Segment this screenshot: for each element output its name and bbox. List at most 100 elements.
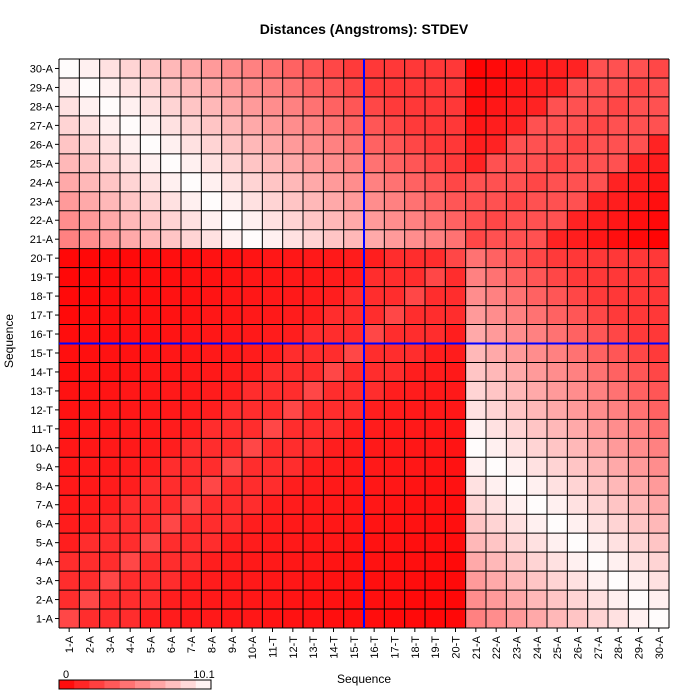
heatmap-cell-1-A-19-T — [425, 609, 446, 629]
heatmap-cell-11-T-24-A — [526, 419, 548, 439]
heatmap-cell-16-T-10-A — [242, 324, 263, 344]
heatmap-cell-11-T-2-A — [79, 419, 100, 439]
heatmap-cell-18-T-15-T — [343, 286, 365, 306]
heatmap-cell-5-A-26-A — [567, 533, 588, 553]
heatmap-cell-6-A-4-A — [120, 514, 141, 534]
heatmap-cell-12-T-19-T — [425, 400, 446, 420]
heatmap-cell-21-A-20-T — [445, 229, 466, 249]
heatmap-cell-24-A-19-T — [425, 172, 446, 193]
heatmap-cell-19-T-6-A — [160, 267, 182, 287]
heatmap-cell-3-A-16-T — [364, 571, 385, 591]
heatmap-cell-12-T-22-A — [486, 400, 507, 420]
heatmap-cell-13-T-25-A — [547, 381, 568, 401]
y-tick-labels: 1-A 2-A 3-A 4-A 5-A 6-A 7-A 8-A 9-A 10-A 11-T 12-T 1… — [30, 63, 59, 626]
heatmap-cell-7-A-8-A — [201, 495, 222, 515]
heatmap-cell-8-A-9-A — [221, 476, 243, 496]
heatmap-cell-19-T-5-A — [140, 267, 161, 287]
heatmap-cell-22-A-30-A — [648, 210, 670, 230]
heatmap-cell-26-A-9-A — [221, 134, 243, 155]
heatmap-cell-4-A-24-A — [526, 552, 548, 572]
heatmap-cell-28-A-18-T — [404, 96, 426, 117]
heatmap-cell-24-A-16-T — [364, 172, 385, 193]
heatmap-cell-16-T-28-A — [608, 324, 629, 344]
y-axis-label: Sequence — [2, 314, 16, 368]
heatmap-cell-5-A-14-T — [323, 533, 344, 553]
heatmap-cell-4-A-28-A — [608, 552, 629, 572]
heatmap-cell-6-A-15-T — [343, 514, 365, 534]
heatmap-cell-26-A-2-A — [79, 134, 100, 155]
heatmap-cell-15-T-6-A — [160, 343, 182, 363]
heatmap-cell-6-A-7-A — [181, 514, 202, 534]
heatmap-cell-26-A-10-A — [242, 134, 263, 155]
heatmap-cell-29-A-14-T — [323, 77, 344, 98]
heatmap-cell-1-A-11-T — [262, 609, 283, 629]
heatmap-cell-2-A-29-A — [628, 590, 649, 610]
heatmap-cell-1-A-4-A — [120, 609, 141, 629]
heatmap-cell-7-A-5-A — [140, 495, 161, 515]
heatmap-cell-29-A-30-A — [648, 77, 670, 98]
heatmap-cell-18-T-24-A — [526, 286, 548, 306]
heatmap-cell-19-T-2-A — [79, 267, 100, 287]
heatmap-cell-1-A-18-T — [404, 609, 426, 629]
heatmap-cell-10-A-24-A — [526, 438, 548, 458]
heatmap-cell-14-T-22-A — [486, 362, 507, 382]
heatmap-cell-22-A-24-A — [526, 210, 548, 230]
heatmap-cell-18-T-7-A — [181, 286, 202, 306]
heatmap-cell-2-A-16-T — [364, 590, 385, 610]
heatmap-cell-1-A-30-A — [648, 609, 670, 629]
heatmap-cell-9-A-29-A — [628, 457, 649, 477]
legend-swatch — [89, 680, 105, 689]
heatmap-cell-29-A-1-A — [59, 77, 80, 98]
heatmap-cell-9-A-17-T — [384, 457, 405, 477]
heatmap-cell-24-A-1-A — [59, 172, 80, 193]
heatmap-cell-12-T-25-A — [547, 400, 568, 420]
heatmap-cell-19-T-25-A — [547, 267, 568, 287]
heatmap-cell-26-A-17-T — [384, 134, 405, 155]
heatmap-cell-4-A-27-A — [587, 552, 609, 572]
heatmap-cell-24-A-15-T — [343, 172, 365, 193]
heatmap-cell-9-A-28-A — [608, 457, 629, 477]
heatmap-cell-2-A-21-A — [465, 590, 487, 610]
heatmap-cell-1-A-15-T — [343, 609, 365, 629]
heatmap-cell-3-A-28-A — [608, 571, 629, 591]
heatmap-cell-21-A-19-T — [425, 229, 446, 249]
heatmap-cell-29-A-17-T — [384, 77, 405, 98]
heatmap-cell-3-A-23-A — [506, 571, 527, 591]
heatmap-cell-9-A-25-A — [547, 457, 568, 477]
heatmap-cell-15-T-17-T — [384, 343, 405, 363]
heatmap-cell-18-T-25-A — [547, 286, 568, 306]
heatmap-cell-27-A-28-A — [608, 115, 629, 136]
heatmap-cell-5-A-7-A — [181, 533, 202, 553]
heatmap-cell-12-T-24-A — [526, 400, 548, 420]
heatmap-cell-13-T-10-A — [242, 381, 263, 401]
heatmap-cell-25-A-5-A — [140, 153, 161, 174]
heatmap-cell-2-A-12-T — [282, 590, 304, 610]
heatmap-cell-18-T-26-A — [567, 286, 588, 306]
y-tick-label: 9-A — [36, 462, 54, 474]
heatmap-cell-2-A-22-A — [486, 590, 507, 610]
y-tick-label: 6-A — [36, 519, 54, 531]
heatmap-cell-7-A-10-A — [242, 495, 263, 515]
heatmap-cell-23-A-5-A — [140, 191, 161, 212]
heatmap-cell-14-T-23-A — [506, 362, 527, 382]
heatmap-cell-17-T-12-T — [282, 305, 304, 325]
heatmap-cell-20-T-30-A — [648, 248, 670, 268]
heatmap-cell-6-A-2-A — [79, 514, 100, 534]
heatmap-cell-15-T-16-T — [364, 343, 385, 363]
heatmap-cell-16-T-2-A — [79, 324, 100, 344]
heatmap-cell-7-A-19-T — [425, 495, 446, 515]
x-tick-label: 7-A — [186, 635, 198, 653]
heatmap-cell-2-A-27-A — [587, 590, 609, 610]
heatmap-cell-16-T-20-T — [445, 324, 466, 344]
heatmap-cell-1-A-1-A — [59, 609, 80, 629]
heatmap-cell-2-A-19-T — [425, 590, 446, 610]
color-legend — [58, 679, 212, 690]
heatmap-cell-10-A-14-T — [323, 438, 344, 458]
legend-swatch — [165, 680, 181, 689]
heatmap-cell-3-A-21-A — [465, 571, 487, 591]
heatmap-cell-26-A-7-A — [181, 134, 202, 155]
heatmap-cell-14-T-21-A — [465, 362, 487, 382]
heatmap-cell-7-A-3-A — [99, 495, 121, 515]
heatmap-cell-21-A-25-A — [547, 229, 568, 249]
heatmap-cell-25-A-9-A — [221, 153, 243, 174]
